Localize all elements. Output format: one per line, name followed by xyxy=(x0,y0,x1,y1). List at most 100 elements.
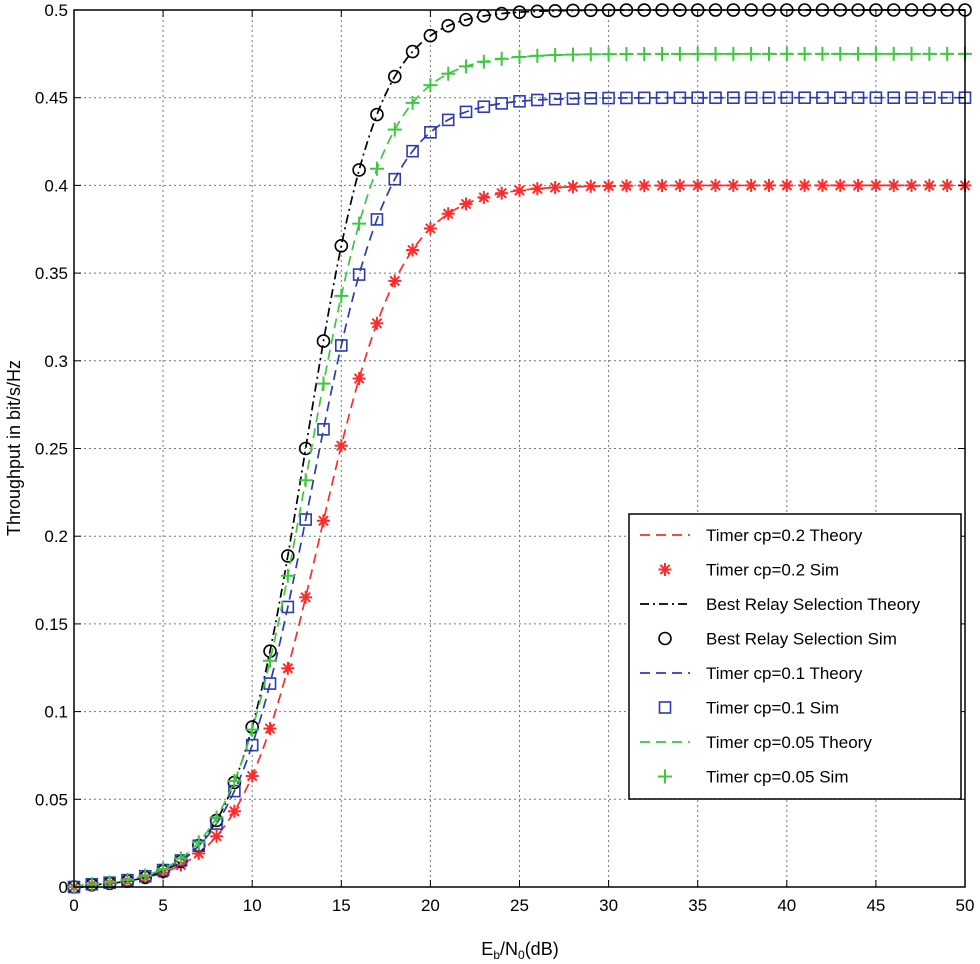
y-tick-label: 0 xyxy=(59,878,68,897)
series-line xyxy=(74,9,965,888)
data-point xyxy=(797,46,812,61)
data-point xyxy=(673,91,687,105)
data-point xyxy=(548,48,563,63)
data-point xyxy=(620,91,633,105)
data-point xyxy=(940,178,954,192)
data-point xyxy=(905,91,918,105)
data-point xyxy=(317,423,330,436)
data-point xyxy=(655,91,669,105)
data-point xyxy=(922,178,936,192)
data-point xyxy=(583,47,598,62)
data-point xyxy=(352,268,366,281)
data-point xyxy=(566,180,580,194)
data-point xyxy=(530,4,545,19)
y-tick-label: 0.25 xyxy=(35,440,68,459)
y-tick-label: 0.3 xyxy=(44,352,68,371)
data-point xyxy=(369,161,384,176)
data-point xyxy=(334,339,348,352)
legend-marker-swatch xyxy=(658,769,672,784)
data-point xyxy=(441,66,456,81)
data-point xyxy=(851,91,865,105)
data-point xyxy=(726,178,740,192)
data-point xyxy=(423,28,438,43)
legend-entry: Timer cp=0.1 Sim xyxy=(658,699,839,718)
data-point xyxy=(940,91,954,105)
data-point xyxy=(601,47,616,62)
data-point xyxy=(868,46,883,61)
data-point xyxy=(887,91,901,105)
x-axis-label-tail: (dB) xyxy=(525,939,559,959)
legend-entry: Best Relay Selection Theory xyxy=(640,595,921,614)
data-point xyxy=(744,46,759,61)
data-point xyxy=(476,54,491,69)
x-tick-label: 40 xyxy=(777,896,796,915)
data-point xyxy=(923,91,936,105)
data-point xyxy=(388,274,402,288)
x-tick-label: 10 xyxy=(243,896,262,915)
data-point xyxy=(584,179,598,193)
data-point xyxy=(352,216,367,231)
legend-marker-swatch xyxy=(658,631,672,646)
data-point xyxy=(494,6,509,21)
data-point xyxy=(655,46,670,61)
x-tick-label: 25 xyxy=(510,896,529,915)
data-point xyxy=(387,122,402,137)
data-point xyxy=(886,46,901,61)
series-layer xyxy=(67,3,972,894)
data-point xyxy=(869,178,883,192)
data-point xyxy=(672,46,687,61)
data-point xyxy=(406,243,420,257)
data-point xyxy=(352,163,366,177)
data-point xyxy=(156,861,171,876)
data-point xyxy=(495,186,509,200)
data-point xyxy=(833,46,848,61)
y-tick-label: 0.2 xyxy=(44,527,68,546)
y-tick-label: 0.4 xyxy=(44,176,68,195)
data-point xyxy=(513,183,526,197)
data-point xyxy=(512,49,527,64)
data-point xyxy=(851,178,865,192)
legend-label: Best Relay Selection Sim xyxy=(706,630,897,649)
data-point xyxy=(281,661,295,675)
data-point xyxy=(316,334,331,348)
data-point xyxy=(387,69,402,84)
data-point xyxy=(530,48,545,63)
legend-label: Timer cp=0.1 Sim xyxy=(706,699,839,718)
data-point xyxy=(441,207,455,221)
x-tick-label: 20 xyxy=(421,896,440,915)
data-point xyxy=(602,179,616,193)
legend: Timer cp=0.2 Theory Timer cp=0.2 Sim Best … xyxy=(628,513,962,800)
data-point xyxy=(619,47,634,62)
data-point xyxy=(709,178,723,192)
data-point xyxy=(780,178,794,192)
legend-label: Timer cp=0.2 Theory xyxy=(706,526,863,545)
x-axis-label: Eb/N0(dB) xyxy=(481,939,558,962)
series-best-relay-selection-theory xyxy=(74,9,965,888)
x-tick-label: 35 xyxy=(688,896,707,915)
data-point xyxy=(424,126,437,139)
y-tick-label: 0.35 xyxy=(35,264,68,283)
y-tick-label: 0.15 xyxy=(35,615,68,634)
data-point xyxy=(406,144,419,158)
data-point xyxy=(459,12,473,27)
x-tick-label: 30 xyxy=(599,896,618,915)
data-point xyxy=(138,868,153,883)
data-point xyxy=(761,46,776,61)
data-point xyxy=(227,774,242,789)
x-axis-label-sub-b: b xyxy=(493,948,500,962)
x-tick-label: 5 xyxy=(158,896,167,915)
data-point xyxy=(299,513,312,526)
data-point xyxy=(798,178,812,192)
data-point xyxy=(352,372,366,386)
legend-entry: Timer cp=0.2 Sim xyxy=(658,561,839,580)
grid-layer xyxy=(74,10,965,887)
data-point xyxy=(548,3,562,18)
data-point xyxy=(762,91,776,105)
data-point xyxy=(833,91,847,105)
x-axis-label-sub-0: 0 xyxy=(518,948,525,962)
data-point xyxy=(477,190,491,204)
series-timer-cp-0-05-sim xyxy=(67,46,972,894)
data-point xyxy=(191,835,206,850)
data-point xyxy=(120,872,135,887)
